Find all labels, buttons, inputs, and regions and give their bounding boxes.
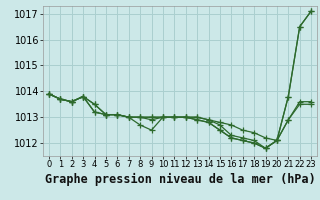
X-axis label: Graphe pression niveau de la mer (hPa): Graphe pression niveau de la mer (hPa) bbox=[44, 173, 316, 186]
